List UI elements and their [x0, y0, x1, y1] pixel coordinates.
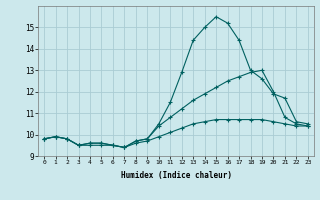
X-axis label: Humidex (Indice chaleur): Humidex (Indice chaleur) — [121, 171, 231, 180]
